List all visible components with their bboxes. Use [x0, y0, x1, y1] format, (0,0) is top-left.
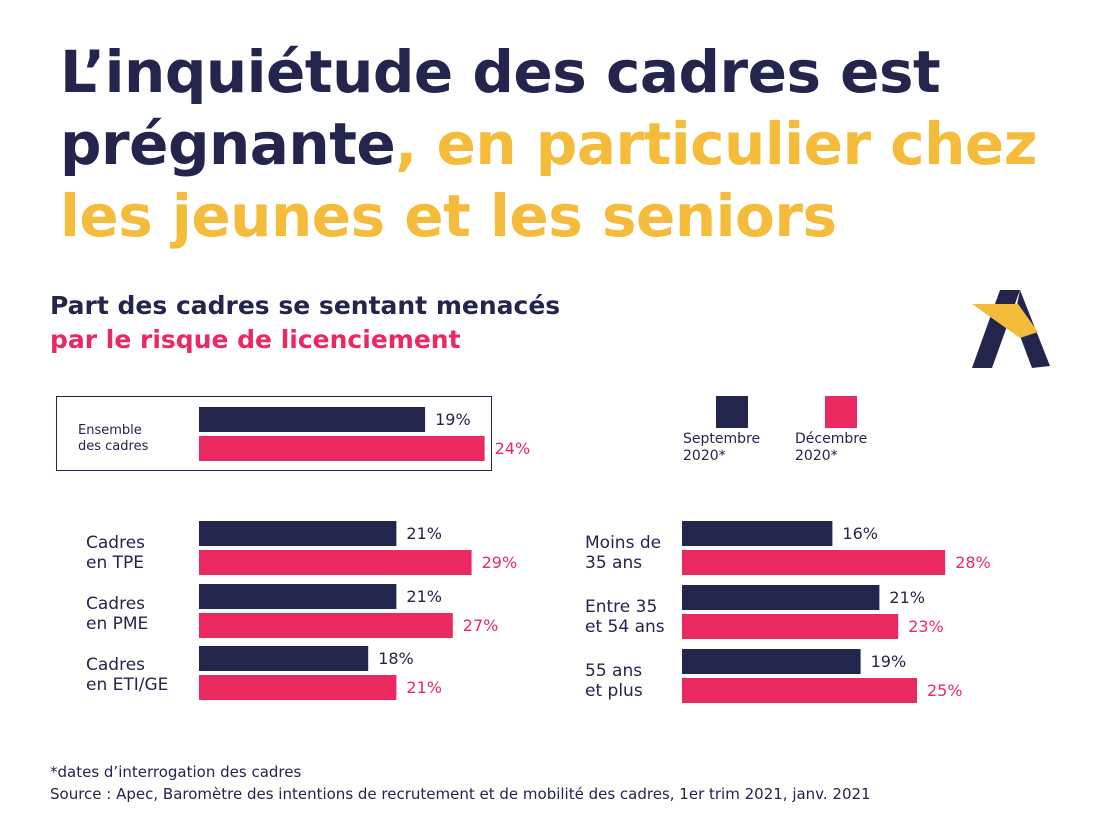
- title-part-accent: , en particulier chez les jeunes et les …: [60, 110, 1038, 250]
- apec-logo-icon: [972, 290, 1050, 368]
- value-label-plus55-december: 25%: [927, 681, 963, 700]
- title-part-dark: L’inquiétude des cadres est prégnante: [60, 38, 941, 178]
- value-label-tpe-september: 21%: [406, 524, 442, 543]
- value-label-eti-september: 18%: [378, 649, 414, 668]
- value-label-entre35-54-december: 23%: [908, 617, 944, 636]
- value-label-ensemble-december: 24%: [495, 439, 531, 458]
- value-label-pme-september: 21%: [406, 587, 442, 606]
- bar-plus55-september: [682, 649, 861, 674]
- value-label-ensemble-september: 19%: [435, 410, 471, 429]
- bar-eti-december: [199, 675, 397, 700]
- ensemble-box: [56, 396, 492, 471]
- footnote: *dates d’interrogation des cadres Source…: [50, 761, 871, 805]
- value-label-entre35-54-september: 21%: [889, 588, 925, 607]
- category-label-moins35: Moins de 35 ans: [585, 533, 662, 573]
- bar-tpe-september: [199, 521, 397, 546]
- category-label-entre35-54: Entre 35 et 54 ans: [585, 597, 665, 637]
- chart-subtitle: Part des cadres se sentant menacés par l…: [50, 289, 560, 357]
- footnote-source: Source : Apec, Baromètre des intentions …: [50, 785, 871, 803]
- bar-ensemble-september: [199, 407, 426, 432]
- legend-label-december: Décembre 2020*: [795, 431, 868, 464]
- bar-pme-september: [199, 584, 397, 609]
- category-label-plus55: 55 ans et plus: [585, 661, 643, 701]
- bar-pme-december: [199, 613, 453, 638]
- legend-swatch-september: [716, 396, 748, 428]
- bar-ensemble-december: [199, 436, 485, 461]
- bar-entre35-54-september: [682, 585, 880, 610]
- bar-tpe-december: [199, 550, 472, 575]
- legend-swatch-december: [825, 396, 857, 428]
- subtitle-line-1: Part des cadres se sentant menacés: [50, 291, 561, 320]
- value-label-eti-december: 21%: [406, 678, 442, 697]
- bar-plus55-december: [682, 678, 917, 703]
- bar-entre35-54-december: [682, 614, 899, 639]
- value-label-pme-december: 27%: [463, 616, 499, 635]
- value-label-moins35-december: 28%: [955, 553, 991, 572]
- value-label-moins35-september: 16%: [842, 524, 878, 543]
- bar-eti-september: [199, 646, 369, 671]
- category-label-tpe: Cadres en TPE: [86, 533, 146, 573]
- value-label-plus55-september: 19%: [871, 652, 907, 671]
- bar-moins35-december: [682, 550, 946, 575]
- category-label-ensemble: Ensemble des cadres: [78, 423, 149, 454]
- main-title: L’inquiétude des cadres est prégnante, e…: [60, 36, 1060, 252]
- value-label-tpe-december: 29%: [482, 553, 518, 572]
- footnote-dates: *dates d’interrogation des cadres: [50, 763, 302, 781]
- category-label-pme: Cadres en PME: [86, 594, 149, 634]
- subtitle-line-2: par le risque de licenciement: [50, 325, 461, 354]
- bar-moins35-september: [682, 521, 833, 546]
- legend-label-september: Septembre 2020*: [683, 431, 761, 464]
- category-label-eti: Cadres en ETI/GE: [86, 655, 169, 695]
